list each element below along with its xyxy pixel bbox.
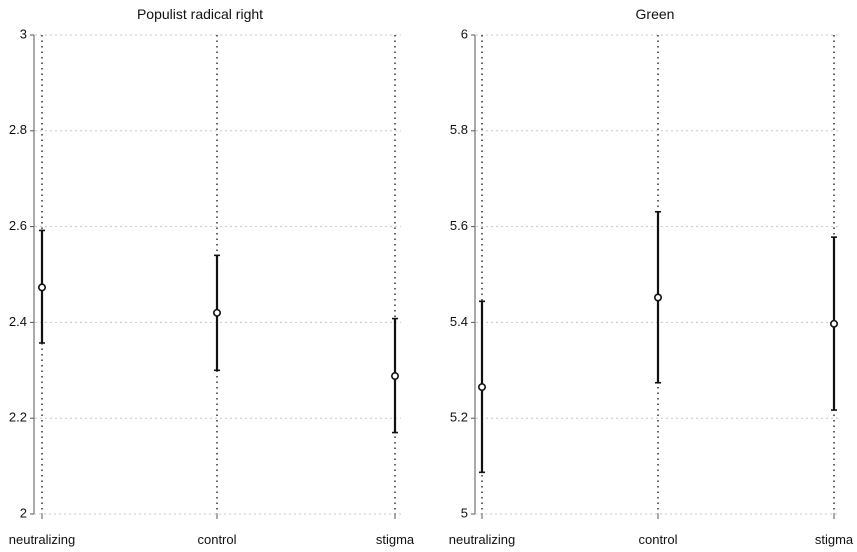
x-tick-label: neutralizing [449,532,516,547]
y-tick-label: 5.6 [450,218,468,233]
panel-title: Green [636,6,675,22]
panel-populist-radical-right: Populist radical right 2 2.2 2.4 2.6 2.8 3 neu… [9,6,415,547]
estimate-point [653,293,662,302]
y-tick-label: 2.4 [9,314,27,329]
y-tick-label: 2.8 [9,122,27,137]
x-tick-label: stigma [815,532,854,547]
y-tick-label: 2 [20,505,27,520]
y-tick-label: 3 [20,26,27,41]
estimate-point [213,308,222,317]
y-tick-label: 2.6 [9,218,27,233]
y-tick-label: 5.4 [450,314,468,329]
panel-title: Populist radical right [137,6,263,22]
panel-green: Green 5 5.2 5.4 5.6 5.8 6 neutralizing control s… [449,6,854,547]
y-tick-label: 6 [461,26,468,41]
estimate-point [37,283,46,292]
x-tick-label: control [197,532,236,547]
estimate-point [829,319,838,328]
estimate-point [477,383,486,392]
y-tick-label: 5.8 [450,122,468,137]
x-tick-label: stigma [376,532,415,547]
y-tick-label: 2.2 [9,410,27,425]
y-tick-label: 5.2 [450,410,468,425]
y-tick-label: 5 [461,505,468,520]
x-tick-label: control [638,532,677,547]
x-tick-label: neutralizing [9,532,76,547]
estimate-point [390,372,399,381]
